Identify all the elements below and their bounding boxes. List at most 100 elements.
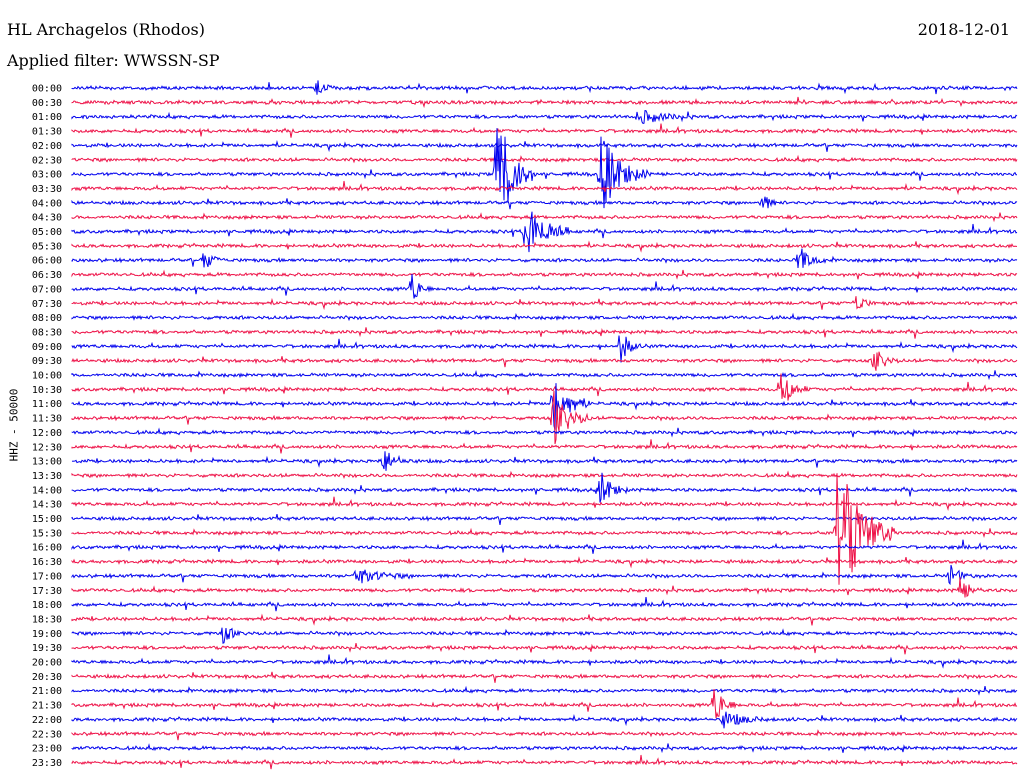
trace-line [71, 351, 1018, 371]
trace-line [71, 140, 1018, 153]
trace-line [71, 496, 1018, 511]
time-tick-label: 23:30 [32, 758, 62, 769]
trace-line [71, 439, 1018, 454]
station-title: HL Archagelos (Rhodos) [7, 20, 205, 39]
trace-line [71, 642, 1018, 655]
time-tick-label: 02:30 [32, 155, 62, 166]
trace-line [71, 671, 1018, 683]
trace-line [71, 539, 1018, 554]
trace-line [71, 273, 1018, 299]
trace-line [71, 96, 1018, 109]
trace-line [71, 110, 1018, 124]
trace-line [71, 754, 1018, 770]
time-tick-label: 19:00 [32, 629, 62, 640]
trace-line [71, 80, 1018, 95]
time-tick-label: 18:30 [32, 614, 62, 625]
time-tick-label: 01:00 [32, 112, 62, 123]
time-tick-label: 10:00 [32, 371, 62, 382]
trace-line [71, 296, 1018, 311]
trace-line [71, 685, 1018, 696]
time-tick-label: 15:30 [32, 528, 62, 539]
time-tick-label: 07:30 [32, 299, 62, 310]
trace-line [71, 688, 1018, 719]
trace-line [71, 128, 1017, 209]
trace-line [71, 451, 1018, 471]
time-tick-label: 06:00 [32, 256, 62, 267]
trace-line [71, 240, 1017, 253]
trace-line [71, 711, 1018, 729]
trace-line [71, 196, 1018, 210]
time-tick-label: 14:00 [32, 485, 62, 496]
trace-line [71, 123, 1018, 138]
time-tick-label: 09:30 [32, 356, 62, 367]
time-tick-label: 17:00 [32, 571, 62, 582]
trace-line [71, 743, 1018, 754]
time-tick-label: 11:30 [32, 414, 62, 425]
trace-line [71, 369, 1018, 381]
date-label: 2018-12-01 [917, 20, 1010, 39]
trace-line [71, 597, 1018, 612]
trace-line [71, 327, 1018, 339]
trace-line [71, 577, 1018, 598]
time-tick-label: 16:30 [32, 557, 62, 568]
time-tick-label: 13:30 [32, 471, 62, 482]
time-tick-label: 16:00 [32, 543, 62, 554]
time-tick-label: 05:30 [32, 241, 62, 252]
trace-line [71, 212, 1018, 223]
trace-line [71, 654, 1018, 669]
time-tick-label: 05:00 [32, 227, 62, 238]
time-tick-label: 04:30 [32, 213, 62, 224]
time-tick-label: 09:00 [32, 342, 62, 353]
trace-line [71, 473, 1018, 585]
time-tick-label: 20:00 [32, 658, 62, 669]
time-tick-label: 02:00 [32, 141, 62, 152]
trace-line [71, 373, 1018, 401]
trace-line [71, 154, 1018, 164]
trace-line [71, 613, 1018, 626]
trace-line [71, 627, 1018, 644]
trace-line [71, 180, 1018, 196]
time-tick-label: 20:30 [32, 672, 62, 683]
time-tick-label: 03:30 [32, 184, 62, 195]
time-tick-label: 22:00 [32, 715, 62, 726]
time-tick-label: 00:00 [32, 84, 62, 95]
time-tick-label: 14:30 [32, 500, 62, 511]
time-tick-label: 07:00 [32, 284, 62, 295]
time-tick-label: 21:00 [32, 686, 62, 697]
trace-line [71, 211, 1018, 253]
trace-line [71, 383, 1018, 430]
trace-line [71, 556, 1018, 569]
time-tick-label: 08:00 [32, 313, 62, 324]
trace-line [71, 513, 1018, 525]
trace-line [71, 312, 1018, 322]
time-tick-label: 10:30 [32, 385, 62, 396]
filter-label: Applied filter: WWSSN-SP [7, 51, 220, 70]
time-tick-label: 11:00 [32, 399, 62, 410]
time-tick-label: 22:30 [32, 729, 62, 740]
trace-line [71, 564, 1018, 586]
trace-line [71, 390, 1017, 445]
time-tick-label: 23:00 [32, 744, 62, 755]
time-tick-label: 12:00 [32, 428, 62, 439]
trace-line [71, 335, 1018, 363]
time-tick-label: 19:30 [32, 643, 62, 654]
time-tick-label: 06:30 [32, 270, 62, 281]
time-tick-label: 01:30 [32, 127, 62, 138]
trace-line [71, 729, 1018, 741]
time-tick-label: 18:00 [32, 600, 62, 611]
time-tick-label: 00:30 [32, 98, 62, 109]
trace-line [71, 269, 1018, 280]
time-tick-label: 15:00 [32, 514, 62, 525]
trace-line [71, 472, 1018, 503]
trace-line [71, 248, 1018, 269]
time-tick-label: 21:30 [32, 701, 62, 712]
time-tick-label: 04:00 [32, 198, 62, 209]
trace-line [71, 470, 1018, 480]
time-tick-label: 17:30 [32, 586, 62, 597]
time-tick-label: 12:30 [32, 442, 62, 453]
time-tick-label: 13:00 [32, 457, 62, 468]
time-tick-label: 08:30 [32, 327, 62, 338]
time-tick-label: 03:00 [32, 170, 62, 181]
trace-line [71, 427, 1018, 438]
